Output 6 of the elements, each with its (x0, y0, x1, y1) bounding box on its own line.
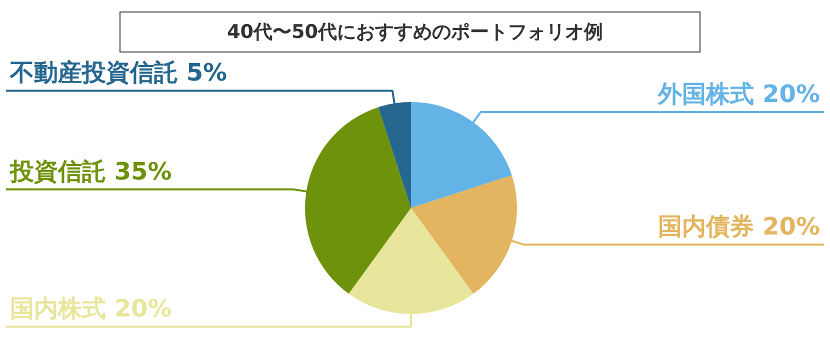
slice-label: 不動産投資信託 5% (9, 58, 228, 87)
slice-label: 国内債券 20% (658, 212, 820, 241)
slice-label: 外国株式 20% (657, 80, 820, 108)
chart-title: 40代〜50代におすすめのポートフォリオ例 (227, 21, 603, 43)
slice-label: 国内株式 20% (10, 294, 172, 323)
slice-label: 投資信託 35% (9, 157, 172, 186)
